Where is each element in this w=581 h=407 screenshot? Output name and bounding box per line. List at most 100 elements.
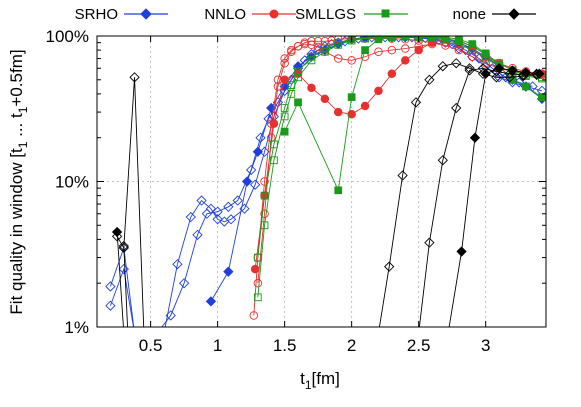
data-point xyxy=(393,36,404,43)
data-point xyxy=(424,237,435,248)
data-point xyxy=(178,278,190,289)
legend-marker-nnlo xyxy=(269,9,279,19)
data-point xyxy=(307,83,316,93)
data-point xyxy=(313,42,323,52)
data-point xyxy=(455,40,463,48)
data-point xyxy=(287,81,296,89)
data-point xyxy=(347,93,356,101)
legend-marker-smllgs xyxy=(381,9,390,18)
data-point xyxy=(454,45,464,55)
x-tick-label: 1 xyxy=(213,336,222,355)
data-point xyxy=(260,209,269,219)
data-point xyxy=(260,177,269,186)
data-point xyxy=(280,58,289,68)
legend-entry-nnlo: NNLO xyxy=(204,6,296,23)
data-point xyxy=(294,98,302,107)
data-point xyxy=(185,211,196,223)
legend-marker-none xyxy=(508,8,520,20)
data-point xyxy=(406,36,418,43)
data-point xyxy=(105,300,116,311)
data-point xyxy=(270,156,278,165)
data-point xyxy=(263,113,274,124)
series-line xyxy=(284,36,543,192)
data-point xyxy=(293,42,303,51)
series-line xyxy=(109,36,543,327)
data-point xyxy=(241,176,253,187)
y-tick-label: 1% xyxy=(64,318,89,337)
series-line xyxy=(116,62,537,327)
data-point xyxy=(307,52,316,61)
data-point xyxy=(223,201,234,212)
data-point xyxy=(400,36,411,43)
data-point xyxy=(361,36,369,42)
data-point xyxy=(464,65,475,76)
data-point xyxy=(327,36,336,45)
data-point xyxy=(491,72,502,83)
data-point xyxy=(401,56,410,65)
legend-entry-srho: SRHO xyxy=(75,6,168,23)
data-point xyxy=(477,68,489,79)
data-point xyxy=(534,68,545,79)
data-point xyxy=(118,263,129,275)
data-point xyxy=(428,36,436,41)
x-tick-label: 2.5 xyxy=(407,336,431,355)
data-point xyxy=(428,36,436,42)
legend-marker-srho xyxy=(140,8,152,20)
legend-entry-none: none xyxy=(453,6,536,23)
data-point xyxy=(270,140,278,149)
data-point xyxy=(287,90,296,98)
data-point xyxy=(259,146,270,157)
data-point xyxy=(118,240,129,252)
data-point xyxy=(410,97,422,108)
data-point xyxy=(481,54,490,63)
y-tick-label: 100% xyxy=(46,27,89,46)
data-point xyxy=(424,74,435,85)
series-2 xyxy=(105,36,538,327)
data-point xyxy=(307,37,316,46)
series-8 xyxy=(253,36,546,262)
data-point xyxy=(273,75,283,85)
data-point xyxy=(129,72,140,83)
series-line xyxy=(123,67,537,327)
data-point xyxy=(531,69,542,81)
data-point xyxy=(477,63,489,74)
series-1 xyxy=(105,36,546,327)
data-point xyxy=(387,69,397,79)
series-6 xyxy=(280,36,546,195)
data-point xyxy=(334,54,343,63)
data-point xyxy=(192,229,203,240)
x-tick-label: 0.5 xyxy=(139,336,163,355)
data-point xyxy=(366,36,377,43)
data-point xyxy=(266,133,276,142)
data-point xyxy=(250,179,261,190)
data-point xyxy=(232,195,243,206)
data-point xyxy=(280,112,289,121)
data-point xyxy=(464,63,475,74)
data-point xyxy=(273,82,283,91)
data-point xyxy=(481,50,490,59)
data-point xyxy=(388,36,396,41)
x-axis-label: t1[fm] xyxy=(300,369,340,392)
data-point xyxy=(451,102,462,114)
data-point xyxy=(253,278,263,288)
data-point xyxy=(294,67,302,76)
data-point xyxy=(451,58,462,69)
data-point xyxy=(279,85,290,96)
data-point xyxy=(397,170,408,181)
data-point xyxy=(384,261,395,272)
data-point xyxy=(255,132,266,143)
data-point xyxy=(518,69,529,81)
data-point xyxy=(252,146,263,157)
data-point xyxy=(223,266,234,277)
data-point xyxy=(437,155,448,166)
data-point xyxy=(504,68,515,79)
data-point xyxy=(253,293,262,302)
data-point xyxy=(414,42,423,51)
legend-label-none: none xyxy=(453,6,486,23)
data-point xyxy=(249,311,259,320)
data-point xyxy=(239,203,250,214)
data-point xyxy=(280,75,289,85)
data-point xyxy=(111,231,123,242)
legend-label-nnlo: NNLO xyxy=(204,6,246,23)
